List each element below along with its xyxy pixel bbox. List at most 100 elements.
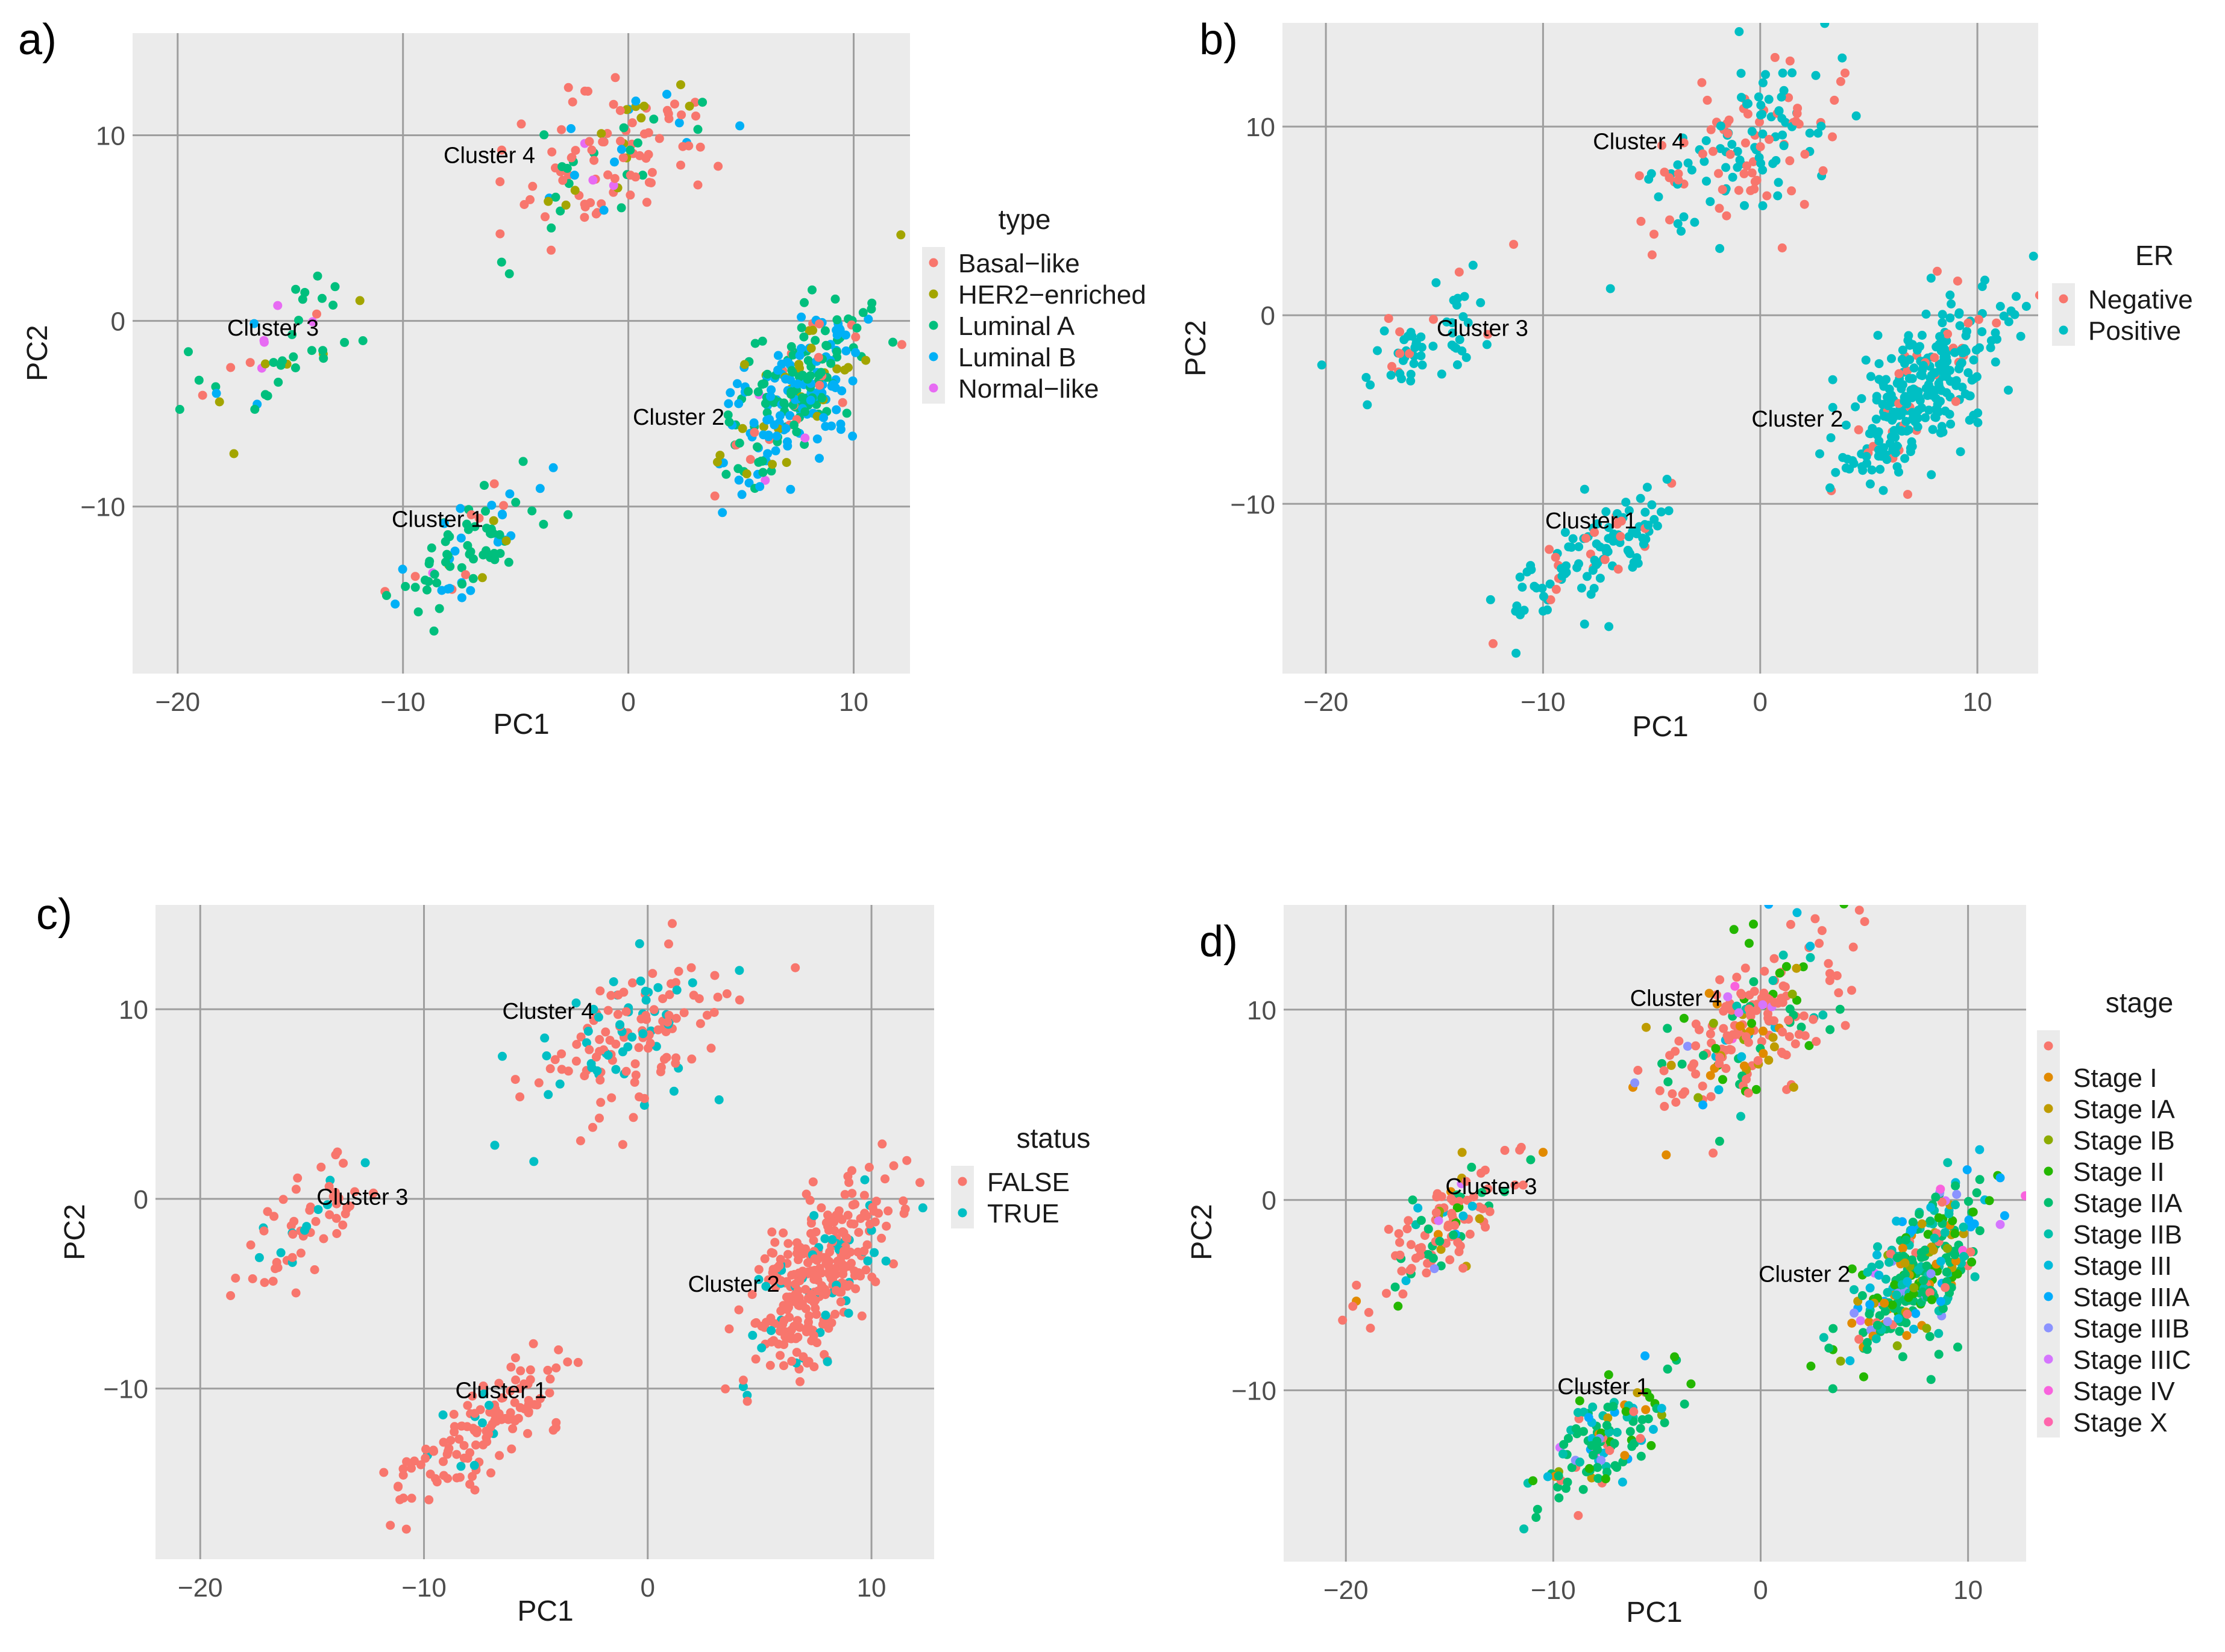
- data-point: [288, 1230, 298, 1239]
- data-point: [1797, 1022, 1806, 1032]
- data-point: [529, 1339, 538, 1348]
- data-point: [1950, 1229, 1960, 1238]
- data-point: [724, 418, 734, 427]
- data-point: [1699, 157, 1709, 166]
- y-tick-label: 0: [111, 307, 125, 337]
- data-point: [781, 424, 791, 433]
- data-point: [1431, 278, 1441, 287]
- data-point: [1604, 534, 1613, 543]
- data-point: [631, 1070, 641, 1080]
- data-point: [287, 330, 297, 339]
- data-point: [1878, 486, 1888, 495]
- data-point: [1966, 1247, 1976, 1257]
- data-point: [1366, 380, 1375, 390]
- data-point: [1454, 268, 1464, 277]
- data-point: [615, 1020, 625, 1030]
- data-point: [841, 330, 850, 340]
- legend-key-background: [951, 1166, 974, 1228]
- legend-title: status: [1017, 1122, 1091, 1154]
- data-point: [839, 1247, 849, 1256]
- data-point: [1962, 327, 1971, 336]
- data-point: [1898, 1352, 1907, 1362]
- data-point: [547, 147, 557, 157]
- cluster-annotation: Cluster 2: [1751, 407, 1843, 432]
- data-point: [1698, 1051, 1708, 1060]
- data-point: [609, 977, 618, 986]
- legend-label: TRUE: [987, 1199, 1059, 1228]
- data-point: [328, 301, 338, 310]
- x-tick-label: 0: [1753, 687, 1768, 717]
- data-point: [1838, 452, 1848, 462]
- data-point: [1784, 1032, 1794, 1042]
- data-point: [425, 1469, 435, 1479]
- data-point: [1972, 1188, 1982, 1198]
- data-point: [1674, 169, 1683, 178]
- data-point: [642, 198, 651, 207]
- data-point: [1687, 165, 1696, 175]
- data-point: [832, 330, 842, 340]
- data-point: [1386, 371, 1396, 380]
- legend-key: [2044, 1166, 2053, 1176]
- legend-label: Stage IB: [2073, 1126, 2175, 1156]
- data-point: [1584, 1413, 1593, 1422]
- data-point: [1854, 425, 1863, 434]
- data-point: [1768, 1033, 1778, 1042]
- data-point: [1915, 396, 1925, 405]
- data-point: [1751, 1006, 1761, 1015]
- data-point: [1728, 172, 1737, 182]
- data-point: [689, 990, 698, 1000]
- data-point: [1818, 166, 1828, 175]
- data-point: [1934, 379, 1944, 389]
- data-point: [1595, 574, 1605, 583]
- data-point: [1702, 177, 1711, 186]
- data-point: [667, 979, 676, 989]
- data-point: [401, 581, 410, 591]
- data-point: [806, 1228, 815, 1238]
- data-point: [1810, 914, 1820, 924]
- data-point: [799, 332, 809, 342]
- data-point: [721, 469, 731, 479]
- data-point: [1933, 266, 1942, 276]
- data-point: [649, 114, 659, 124]
- data-point: [1722, 211, 1731, 221]
- data-point: [786, 342, 796, 351]
- data-point: [278, 1195, 288, 1204]
- data-point: [1657, 1410, 1666, 1420]
- data-point: [603, 170, 613, 180]
- data-point: [1612, 1463, 1622, 1472]
- data-point: [1752, 175, 1762, 185]
- data-point: [794, 1255, 803, 1265]
- data-point: [766, 1316, 776, 1326]
- data-point: [627, 118, 637, 128]
- data-point: [1924, 405, 1934, 415]
- data-point: [1759, 1049, 1768, 1058]
- data-point: [1917, 331, 1927, 340]
- data-point: [784, 1303, 793, 1312]
- data-point: [439, 1457, 448, 1466]
- data-point: [1851, 111, 1861, 120]
- data-point: [1740, 963, 1750, 973]
- legend-label: Stage IIIA: [2073, 1283, 2190, 1312]
- y-tick-label: −10: [103, 1375, 148, 1404]
- data-point: [294, 316, 303, 325]
- data-point: [596, 1098, 606, 1107]
- data-point: [506, 1408, 515, 1418]
- data-point: [445, 584, 454, 593]
- data-point: [678, 142, 688, 151]
- data-point: [811, 1304, 820, 1313]
- data-point: [429, 626, 439, 636]
- data-point: [1554, 1471, 1563, 1481]
- cluster-annotation: Cluster 3: [316, 1184, 408, 1210]
- data-point: [1747, 1019, 1756, 1028]
- data-point: [626, 190, 635, 200]
- data-point: [1475, 1214, 1484, 1224]
- data-point: [1865, 1309, 1874, 1319]
- data-point: [607, 1093, 617, 1103]
- data-point: [1579, 1427, 1588, 1436]
- data-point: [1382, 1289, 1391, 1298]
- data-point: [1805, 128, 1815, 138]
- data-point: [1946, 419, 1956, 429]
- data-point: [1511, 648, 1521, 658]
- data-point: [1778, 130, 1787, 140]
- data-point: [1476, 298, 1486, 307]
